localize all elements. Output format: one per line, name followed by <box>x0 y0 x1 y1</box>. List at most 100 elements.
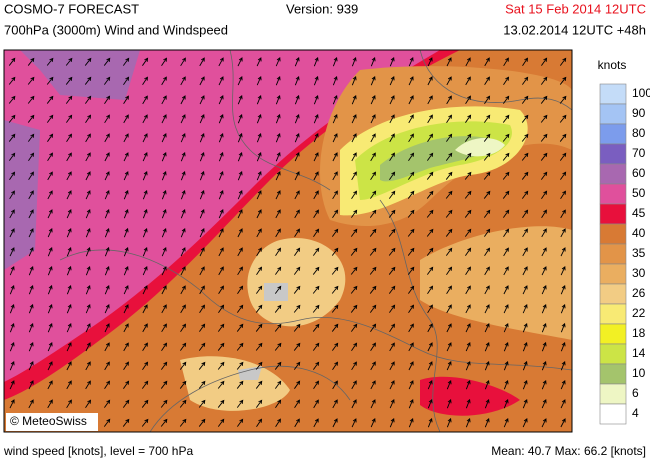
legend-label: 26 <box>632 286 646 300</box>
wind-arrow <box>9 361 15 371</box>
wind-arrow <box>161 170 167 181</box>
wind-arrow <box>503 228 510 237</box>
wind-arrow <box>8 76 16 85</box>
wind-arrow <box>85 171 91 181</box>
wind-arrow <box>104 361 110 371</box>
wind-arrow <box>465 57 471 67</box>
wind-arrow <box>541 303 547 314</box>
wind-arrow <box>275 75 281 86</box>
wind-arrow <box>350 266 358 275</box>
wind-arrow <box>218 95 224 105</box>
wind-arrow <box>351 56 357 67</box>
wind-arrow <box>445 228 453 237</box>
wind-arrow <box>427 57 433 67</box>
wind-arrow <box>256 418 263 427</box>
wind-arrow <box>8 95 16 104</box>
wind-arrow <box>142 266 148 276</box>
wind-arrow <box>313 152 319 162</box>
wind-arrow <box>66 246 72 257</box>
wind-arrow <box>142 227 148 238</box>
wind-arrow <box>256 228 262 238</box>
wind-arrow <box>522 304 528 314</box>
wind-arrow <box>426 266 434 275</box>
wind-arrow <box>256 247 262 257</box>
wind-arrow <box>446 114 452 124</box>
wind-arrow <box>104 380 110 390</box>
wind-arrow <box>389 56 395 67</box>
wind-arrow <box>217 418 225 427</box>
wind-arrow <box>84 76 92 85</box>
wind-arrow <box>199 151 205 162</box>
wind-arrow <box>85 265 91 276</box>
wind-arrow <box>237 266 243 276</box>
wind-arrow <box>332 342 339 351</box>
wind-arrow <box>370 75 376 86</box>
wind-arrow <box>123 246 129 257</box>
wind-arrow <box>541 399 547 409</box>
legend-swatch <box>599 303 627 325</box>
wind-arrow <box>199 323 206 332</box>
wind-arrow <box>9 228 15 238</box>
wind-arrow <box>180 304 186 314</box>
wind-arrow <box>502 95 510 104</box>
legend-swatch <box>599 243 627 265</box>
wind-arrow <box>142 189 148 200</box>
wind-arrow <box>199 266 205 276</box>
wind-arrow <box>274 361 282 370</box>
wind-arrow <box>313 190 319 200</box>
legend-label: 35 <box>632 246 646 260</box>
wind-arrow <box>351 75 357 86</box>
wind-arrow <box>332 75 338 86</box>
wind-arrow <box>427 417 433 428</box>
wind-arrow <box>351 133 357 143</box>
wind-arrow <box>274 342 282 351</box>
wind-arrow <box>427 95 433 105</box>
wind-arrow <box>560 247 566 257</box>
wind-arrow <box>541 209 547 219</box>
wind-arrow <box>408 76 414 86</box>
wind-arrow <box>28 399 34 409</box>
legend-label: 6 <box>632 386 639 400</box>
wind-arrow <box>274 380 282 389</box>
wind-arrow <box>522 57 529 66</box>
run-time: 13.02.2014 12UTC +48h <box>503 22 646 37</box>
wind-arrow <box>351 171 357 181</box>
wind-arrow <box>464 190 472 199</box>
wind-arrow <box>179 361 187 370</box>
wind-arrow <box>180 133 186 143</box>
wind-arrow <box>541 57 548 66</box>
wind-arrow <box>198 399 206 408</box>
wind-arrow <box>445 190 453 199</box>
wind-arrow <box>370 342 376 352</box>
wind-arrow <box>27 114 35 123</box>
wind-arrow <box>370 114 376 124</box>
wind-arrow <box>47 209 53 219</box>
wind-arrow <box>445 171 453 180</box>
wind-arrow <box>370 323 377 332</box>
wind-arrow <box>123 361 129 371</box>
wind-arrow <box>66 284 72 295</box>
wind-arrow <box>275 57 281 67</box>
wind-arrow <box>27 57 35 66</box>
wind-arrow <box>389 399 395 409</box>
wind-arrow <box>85 342 91 352</box>
wind-arrow <box>256 76 262 86</box>
wind-arrow <box>8 57 16 66</box>
legend-swatch <box>599 383 627 405</box>
wind-arrow <box>180 114 186 124</box>
wind-arrow <box>484 76 490 86</box>
wind-arrow <box>465 360 471 371</box>
wind-arrow <box>218 285 224 295</box>
wind-arrow <box>503 266 509 276</box>
legend-label: 4 <box>632 406 639 420</box>
wind-arrow <box>66 361 72 371</box>
wind-arrow <box>274 285 282 294</box>
wind-arrow <box>142 304 148 314</box>
wind-arrow <box>66 227 72 238</box>
wind-arrow <box>502 171 510 180</box>
wind-arrow <box>426 190 434 199</box>
wind-arrow <box>521 171 529 180</box>
wind-arrow <box>503 285 509 295</box>
wind-arrow <box>370 380 376 390</box>
wind-arrow <box>122 57 130 66</box>
